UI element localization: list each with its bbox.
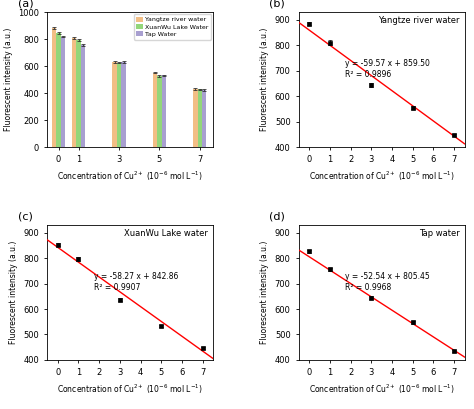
X-axis label: Concentration of Cu$^{2+}$ (10$^{-6}$ mol L$^{-1}$): Concentration of Cu$^{2+}$ (10$^{-6}$ mo… (309, 383, 455, 396)
Bar (52, 29, 56, 147)
Text: (c): (c) (18, 212, 33, 222)
X-axis label: Concentration of Cu$^{2+}$ (10$^{-6}$ mol L$^{-1}$): Concentration of Cu$^{2+}$ (10$^{-6}$ mo… (309, 170, 455, 183)
Bar (76, 40, 81, 147)
Text: y = -52.54 x + 805.45
R² = 0.9968: y = -52.54 x + 805.45 R² = 0.9968 (346, 272, 430, 292)
Bar (198, 89, 202, 147)
Bar (121, 62, 126, 147)
Y-axis label: Fluorescent intensity (a.u.): Fluorescent intensity (a.u.) (9, 241, 18, 344)
Text: Yangtze river water: Yangtze river water (378, 16, 460, 25)
X-axis label: Concentration of Cu$^{2+}$ (10$^{-6}$ mol L$^{-1}$): Concentration of Cu$^{2+}$ (10$^{-6}$ mo… (57, 383, 203, 396)
Text: y = -59.57 x + 859.50
R² = 0.9896: y = -59.57 x + 859.50 R² = 0.9896 (346, 59, 430, 79)
Bar (202, 90, 207, 147)
Bar (153, 72, 157, 147)
Text: (d): (d) (269, 212, 285, 222)
Bar (61, 36, 65, 147)
Legend: Yangtze river water, XuanWu Lake Water, Tap Water: Yangtze river water, XuanWu Lake Water, … (134, 14, 211, 40)
Y-axis label: Fluorescent intensity (a.u.): Fluorescent intensity (a.u.) (260, 241, 269, 344)
Bar (162, 75, 166, 147)
Text: XuanWu Lake water: XuanWu Lake water (124, 229, 208, 238)
Text: Tap water: Tap water (419, 229, 460, 238)
Bar (56, 34, 61, 147)
Bar (157, 76, 162, 147)
Bar (112, 62, 117, 147)
Text: (b): (b) (269, 0, 285, 9)
X-axis label: Concentration of Cu$^{2+}$ (10$^{-6}$ mol L$^{-1}$): Concentration of Cu$^{2+}$ (10$^{-6}$ mo… (57, 170, 203, 183)
Y-axis label: Fluorescent intensity (a.u.): Fluorescent intensity (a.u.) (260, 28, 269, 131)
Text: (a): (a) (18, 0, 33, 9)
Bar (81, 45, 85, 147)
Y-axis label: Fluorescent intensity (a.u.): Fluorescent intensity (a.u.) (3, 28, 12, 131)
Bar (193, 89, 198, 147)
Text: y = -58.27 x + 842.86
R² = 0.9907: y = -58.27 x + 842.86 R² = 0.9907 (94, 272, 178, 292)
Bar (117, 63, 121, 147)
Bar (72, 38, 76, 147)
